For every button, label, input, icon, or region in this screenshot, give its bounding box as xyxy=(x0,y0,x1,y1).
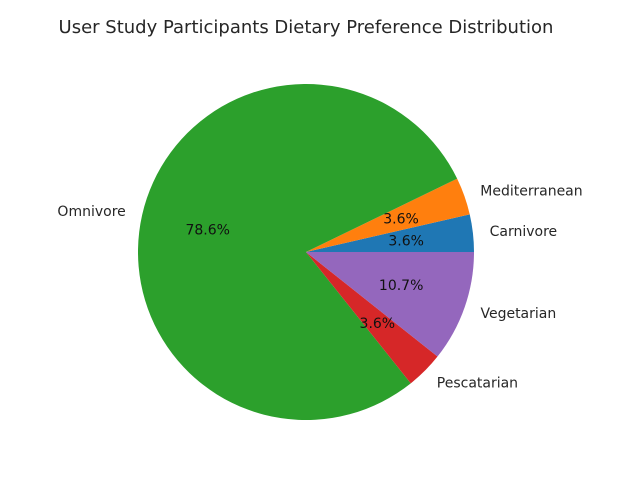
slice-label-pescatarian: Pescatarian xyxy=(437,376,518,392)
pie-slice-pescatarian xyxy=(306,252,438,384)
slice-percent-mediterranean: 3.6% xyxy=(383,211,419,227)
slice-label-omnivore: Omnivore xyxy=(57,204,125,220)
slice-percent-omnivore: 78.6% xyxy=(185,223,229,239)
chart-title: User Study Participants Dietary Preferen… xyxy=(59,17,554,38)
slice-percent-carnivore: 3.6% xyxy=(388,234,424,250)
pie-slice-mediterranean xyxy=(306,178,470,252)
pie-slice-carnivore xyxy=(306,214,474,252)
slice-label-carnivore: Carnivore xyxy=(490,224,558,240)
pie-slices xyxy=(138,83,474,420)
pie-slice-omnivore xyxy=(138,83,458,420)
slice-percent-vegetarian: 10.7% xyxy=(379,278,423,294)
slice-label-vegetarian: Vegetarian xyxy=(480,306,556,322)
slice-label-mediterranean: Mediterranean xyxy=(480,184,582,200)
pie-labels: Carnivore 3.6% Mediterranean 3.6% Omnivore 78… xyxy=(57,184,582,392)
slice-percent-pescatarian: 3.6% xyxy=(360,316,396,332)
pie-slice-vegetarian xyxy=(306,252,474,357)
